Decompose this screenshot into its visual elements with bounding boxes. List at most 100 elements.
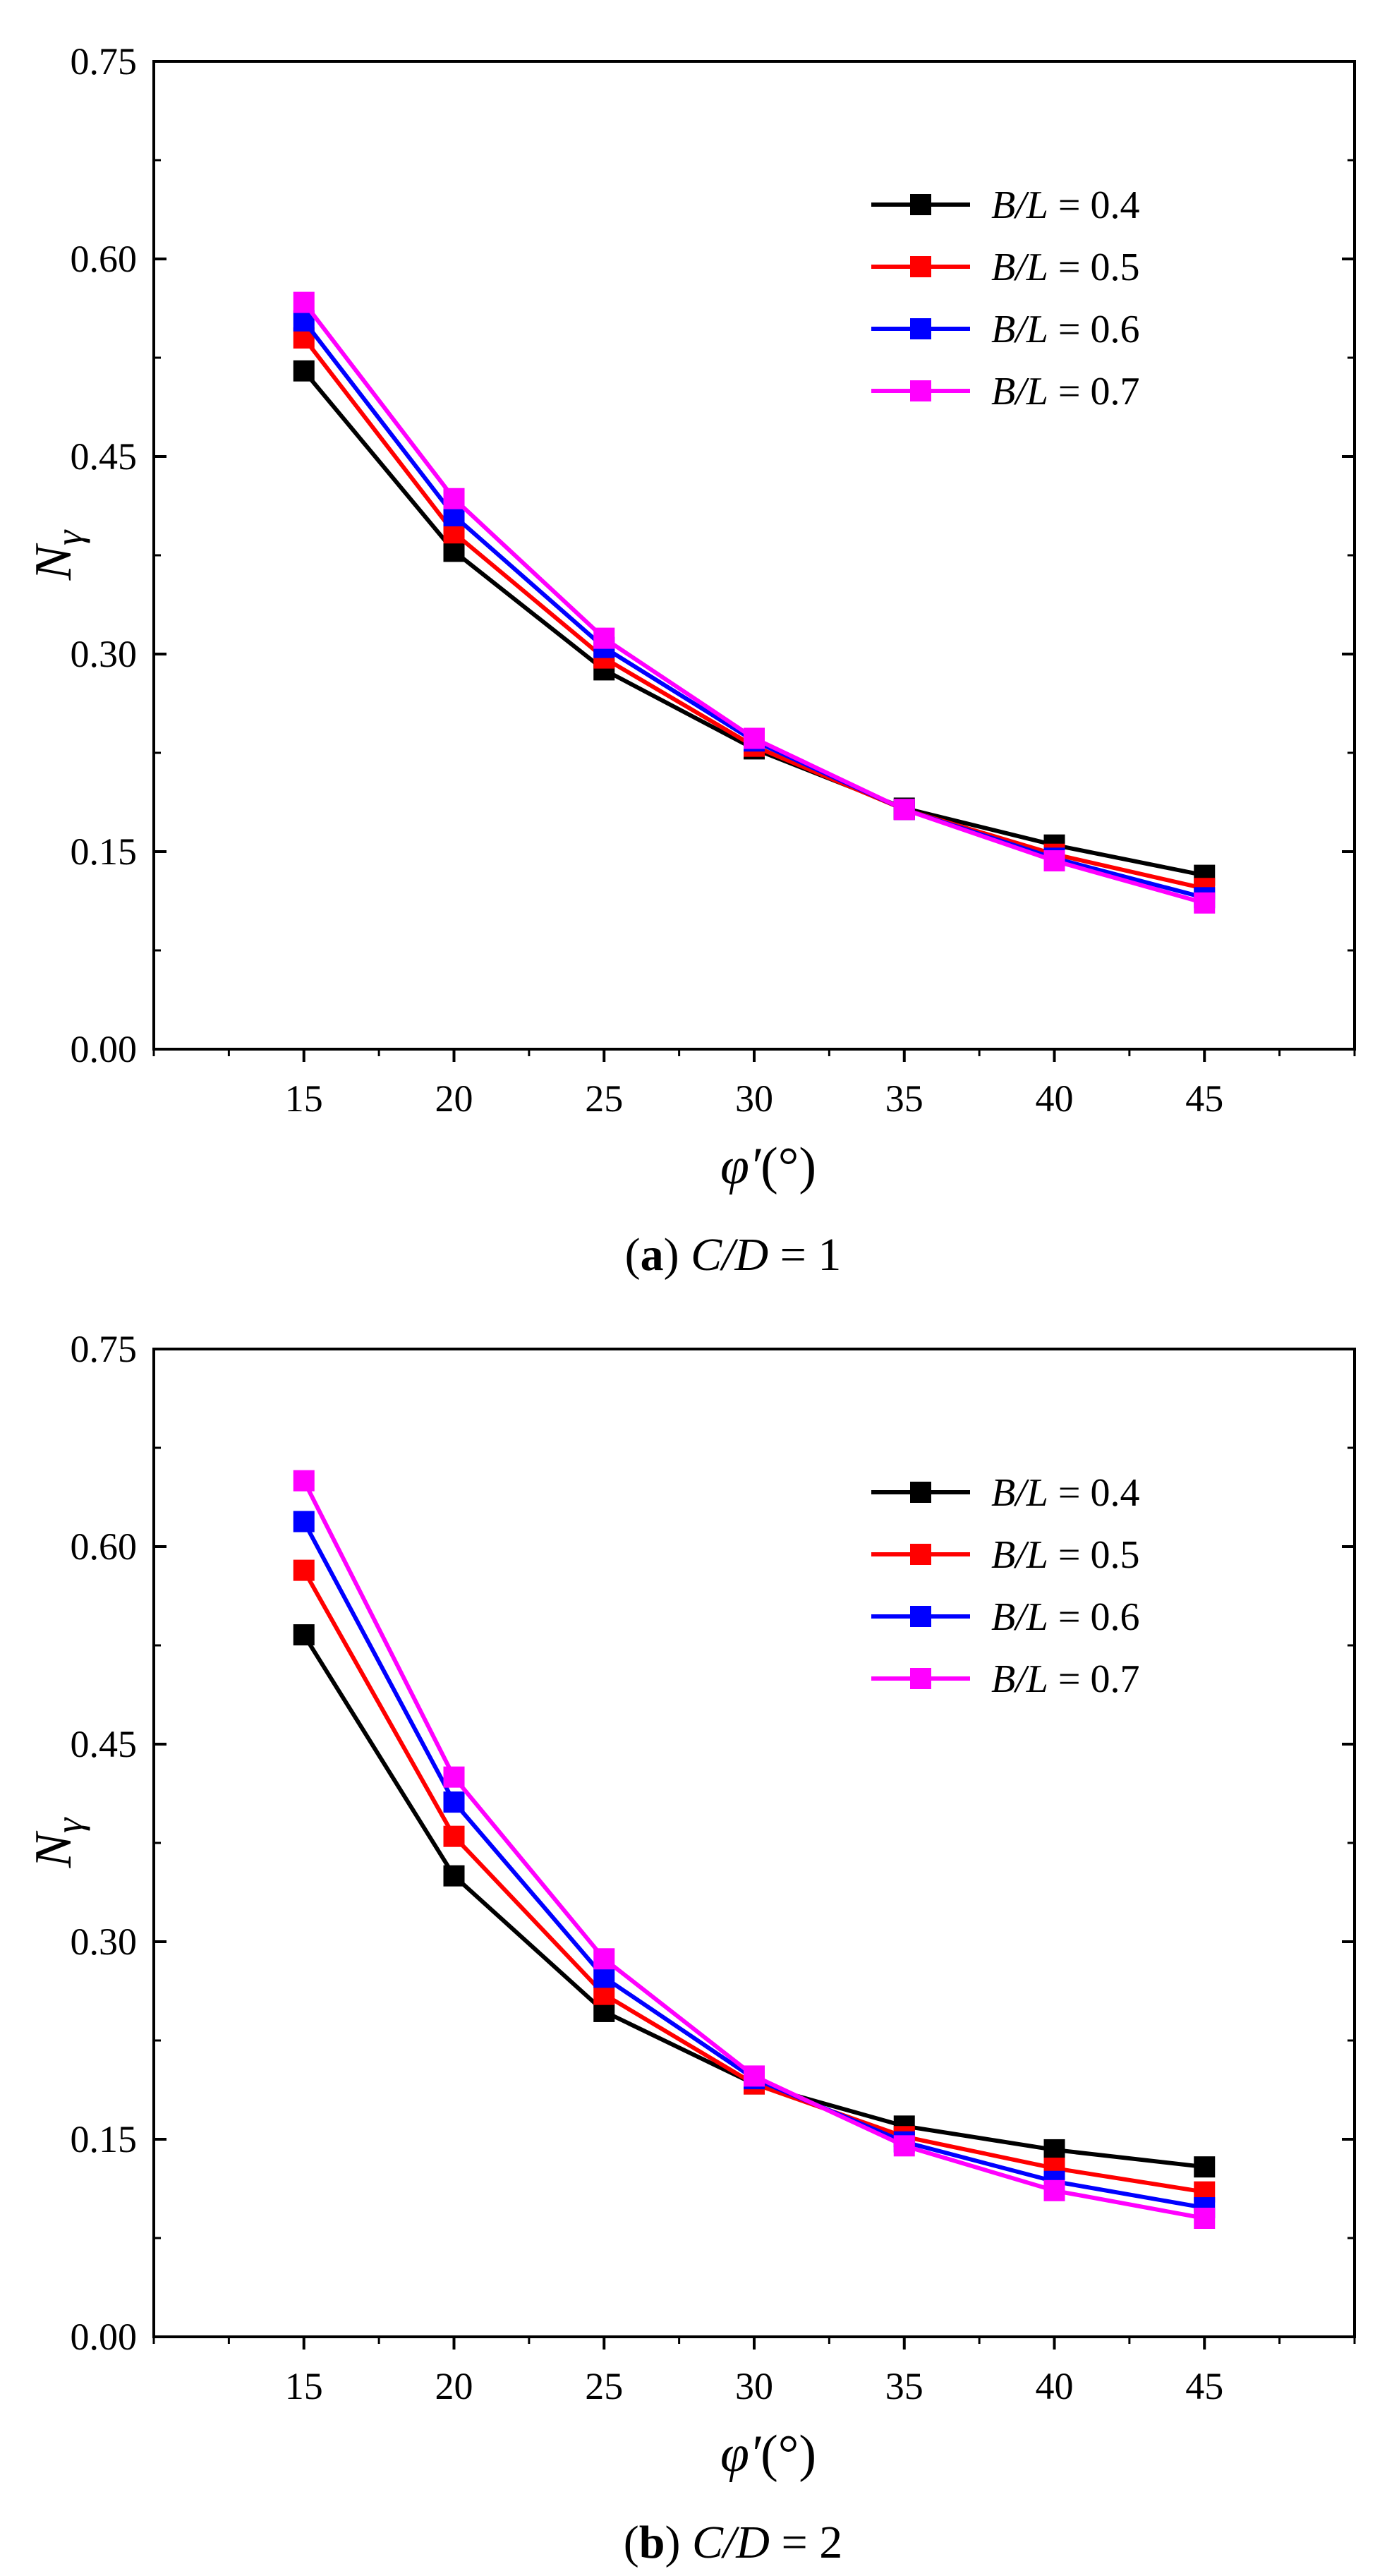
- chart-a-caption-paren: (: [625, 1229, 641, 1281]
- chart-b-y-tick-label: 0.15: [71, 2118, 138, 2160]
- chart-b-x-tick-label: 40: [1036, 2365, 1074, 2407]
- chart-b-canvas: 0.00 0.15 0.30 0.45 0.60 0.75 15 20 25 30 35 40 45 φ′…: [25, 1328, 1356, 2568]
- chart-a-legend-0-var: B/L: [991, 183, 1048, 227]
- chart-b-x-axis-symbol: φ′: [720, 2425, 762, 2483]
- chart-a-legend-1-label: B/L = 0.5: [991, 246, 1140, 289]
- chart-a-y-tick-label: 0.00: [71, 1028, 138, 1070]
- chart-a-series-3-marker: [443, 488, 465, 509]
- chart-b-series-0-marker: [443, 1865, 465, 1887]
- chart-a-x-axis-title: φ′(°): [720, 1137, 816, 1195]
- chart-a-legend-2-eq: = 0.6: [1048, 308, 1140, 351]
- chart-b-series-1-marker: [293, 1559, 315, 1581]
- chart-b-x-tick-label: 45: [1185, 2365, 1223, 2407]
- chart-b-legend-1-label: B/L = 0.5: [991, 1533, 1140, 1577]
- chart-panel-b: 0.00 0.15 0.30 0.45 0.60 0.75 15 20 25 30 35 40 45 φ′…: [0, 1288, 1399, 2575]
- chart-b-y-axis-main: N: [25, 1830, 83, 1868]
- chart-b-y-tick-label: 0.30: [71, 1921, 138, 1963]
- chart-b-legend-3-label: B/L = 0.7: [991, 1657, 1140, 1701]
- chart-b-legend-1-marker: [910, 1544, 931, 1565]
- chart-a-y-tick-label: 0.75: [71, 40, 138, 83]
- chart-b-legend-2-var: B/L: [991, 1595, 1048, 1639]
- chart-b-series-3-marker: [893, 2135, 915, 2157]
- chart-b-legend-3-marker: [910, 1668, 931, 1689]
- chart-b-caption-var: C/D: [692, 2517, 770, 2568]
- chart-a-x-tick-label: 25: [585, 1077, 623, 1120]
- chart-b-series-2-marker: [443, 1791, 465, 1813]
- chart-b-series-0-marker: [293, 1624, 315, 1646]
- chart-b-legend-1-var: B/L: [991, 1533, 1048, 1577]
- chart-a-legend-3-label: B/L = 0.7: [991, 370, 1140, 413]
- chart-a-legend-0-marker: [910, 194, 931, 215]
- chart-b-legend-2-label: B/L = 0.6: [991, 1595, 1140, 1639]
- chart-b-x-tick-label: 35: [885, 2365, 923, 2407]
- chart-b-series-2-marker: [593, 1966, 615, 1988]
- chart-b-legend-3-var: B/L: [991, 1657, 1048, 1701]
- chart-a-series-3-marker: [893, 799, 915, 821]
- chart-a-y-tick-label: 0.45: [71, 435, 138, 478]
- chart-b-y-tick-label: 0.60: [71, 1525, 138, 1568]
- chart-b-legend-2-eq: = 0.6: [1048, 1595, 1140, 1639]
- chart-a-series-3-marker: [293, 291, 315, 313]
- chart-a-legend-0-label: B/L = 0.4: [991, 183, 1140, 227]
- chart-a-x-tick-label: 30: [735, 1077, 773, 1120]
- chart-a-legend-1-var: B/L: [991, 246, 1048, 289]
- chart-a-series-3-marker: [1043, 850, 1065, 872]
- chart-b-x-tick-label: 25: [585, 2365, 623, 2407]
- chart-a-legend-1-eq: = 0.5: [1048, 246, 1140, 289]
- chart-b-y-axis-sub: γ: [48, 1817, 90, 1833]
- chart-b-y-tick-label: 0.75: [71, 1328, 138, 1370]
- chart-b-y-tick-label: 0.45: [71, 1723, 138, 1765]
- chart-a-x-tick-label: 45: [1185, 1077, 1223, 1120]
- chart-a-y-tick-label: 0.15: [71, 830, 138, 873]
- chart-a-x-tick-label: 40: [1036, 1077, 1074, 1120]
- chart-b-caption: (b) C/D = 2: [624, 2517, 842, 2568]
- chart-b-series-0-marker: [1194, 2156, 1216, 2178]
- chart-b-legend-0-eq: = 0.4: [1048, 1471, 1140, 1515]
- chart-a-legend-1-marker: [910, 256, 931, 277]
- chart-a-y-tick-label: 0.30: [71, 633, 138, 675]
- chart-a-y-axis-main: N: [25, 543, 83, 581]
- chart-a-series-0-marker: [293, 360, 315, 382]
- chart-a-series-0-marker: [443, 540, 465, 562]
- chart-b-legend-3-eq: = 0.7: [1048, 1657, 1140, 1701]
- chart-b-legend-0-label: B/L = 0.4: [991, 1471, 1140, 1515]
- chart-b-caption-letter: b: [639, 2517, 665, 2568]
- chart-b-x-axis-unit: (°): [761, 2425, 816, 2483]
- chart-b-y-tick-label: 0.00: [71, 2316, 138, 2358]
- chart-b-series-3-marker: [443, 1766, 465, 1788]
- chart-a-caption-var: C/D: [691, 1229, 768, 1281]
- chart-a-legend-2-var: B/L: [991, 308, 1048, 351]
- chart-b-x-tick-label: 15: [285, 2365, 323, 2407]
- chart-a-series-3-marker: [1194, 892, 1216, 914]
- chart-b-series-0-marker: [1043, 2139, 1065, 2160]
- chart-b-x-tick-label: 20: [435, 2365, 473, 2407]
- chart-a-x-tick-label: 35: [885, 1077, 923, 1120]
- chart-b-series-3-marker: [293, 1470, 315, 1492]
- chart-a-series-3-marker: [744, 727, 765, 749]
- chart-panel-a: 0.00 0.15 0.30 0.45 0.60 0.75 15 20 25 30 35 40 45 φ′…: [25, 40, 1356, 1281]
- chart-a-series-1-line: [302, 337, 1205, 891]
- chart-b-legend-0-var: B/L: [991, 1471, 1048, 1515]
- chart-a-legend-0-eq: = 0.4: [1048, 183, 1140, 227]
- chart-a-plot-frame: [152, 60, 1356, 1051]
- chart-a-caption: (a) C/D = 1: [625, 1229, 842, 1281]
- chart-a-x-tick-label: 15: [285, 1077, 323, 1120]
- chart-b-series-3-marker: [593, 1948, 615, 1970]
- chart-b-legend-1-eq: = 0.5: [1048, 1533, 1140, 1577]
- chart-a-x-axis-symbol: φ′: [720, 1137, 762, 1195]
- chart-a-y-axis-title: Nγ: [25, 529, 90, 581]
- chart-a-y-axis-sub: γ: [48, 529, 90, 545]
- chart-a-series-3-marker: [593, 627, 615, 649]
- chart-a-caption-paren: ): [664, 1229, 691, 1281]
- chart-b-caption-paren: (: [624, 2517, 639, 2568]
- chart-b-caption-paren: ): [665, 2517, 691, 2568]
- chart-a-y-tick-label: 0.60: [71, 238, 138, 280]
- chart-a-legend-3-marker: [910, 380, 931, 401]
- chart-b-legend-0-marker: [910, 1482, 931, 1503]
- chart-a-legend-2-label: B/L = 0.6: [991, 308, 1140, 351]
- chart-a-legend-3-var: B/L: [991, 370, 1048, 413]
- chart-a-caption-letter: a: [641, 1229, 664, 1281]
- chart-b-x-axis-title: φ′(°): [720, 2425, 816, 2483]
- chart-b-series-2-marker: [293, 1511, 315, 1532]
- chart-b-caption-eq: = 2: [770, 2517, 842, 2568]
